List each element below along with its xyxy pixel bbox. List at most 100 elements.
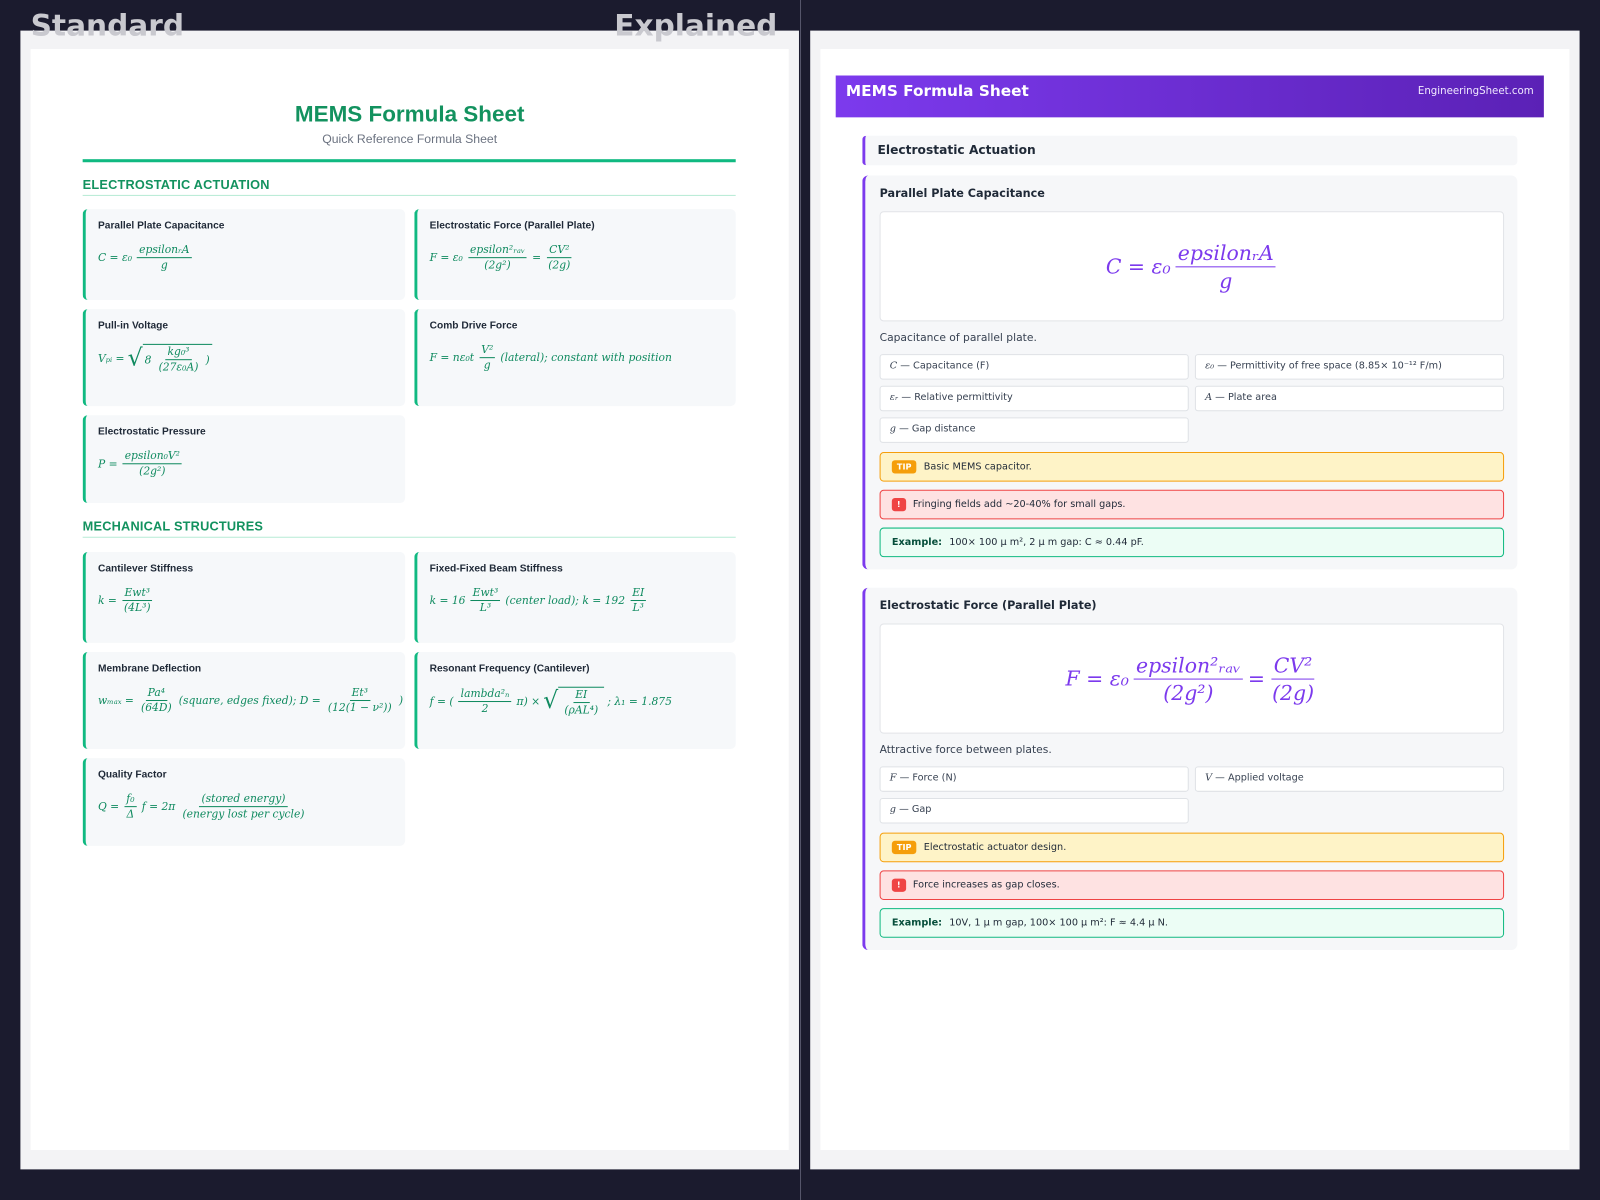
description: Capacitance of parallel plate. (879, 331, 1037, 344)
variable-text: — Permittivity of free space (8.85× 10⁻¹… (1217, 360, 1442, 372)
warning: ! Force increases as gap closes. (879, 870, 1505, 900)
numerator: epsilon²ᵣₐᵥ (1133, 653, 1243, 680)
fraction: Ewt³ (4L³) (122, 587, 153, 614)
sheet-subtitle: Quick Reference Formula Sheet (322, 131, 498, 146)
math-text: (center load); k = 192 (505, 594, 626, 607)
math-text: = (532, 251, 542, 264)
denominator: (64D) (141, 702, 172, 715)
denominator: (12(1 − ν²)) (327, 702, 392, 715)
warning-text: Force increases as gap closes. (912, 879, 1060, 891)
variable-symbol: V (1205, 772, 1213, 784)
denominator: (2g²) (139, 465, 166, 478)
numerator: EI (573, 689, 590, 704)
fraction: EI(ρAL⁴) (562, 689, 600, 717)
fraction: Et³ (12(1 − ν²)) (326, 687, 394, 715)
formula-card: Resonant Frequency (Cantilever) f = ( lamb… (414, 652, 736, 749)
section-heading: MECHANICAL STRUCTURES (82, 519, 736, 538)
math-text: 8 (144, 353, 152, 366)
card-title: Membrane Deflection (97, 663, 202, 675)
variable-symbol: F (889, 772, 897, 784)
math-text: F = nε₀t (429, 351, 475, 364)
math-text: ; λ₁ = 1.875 (607, 695, 672, 708)
card-title: Pull-in Voltage (97, 320, 169, 332)
numerator: V² (479, 344, 496, 359)
math-text: ) (205, 353, 210, 366)
fraction: V² g (479, 344, 496, 372)
denominator: (2g) (548, 259, 571, 272)
panel-label: Standard (30, 8, 185, 43)
card-title: Quality Factor (97, 769, 167, 781)
card-title: Cantilever Stiffness (97, 563, 194, 575)
header-title: MEMS Formula Sheet (845, 81, 1029, 100)
section-heading: Electrostatic Actuation (862, 135, 1518, 166)
numerator: f₀ (124, 793, 137, 808)
variable-symbol: g (889, 423, 897, 435)
warning-badge: ! (891, 497, 906, 512)
card-title: Resonant Frequency (Cantilever) (429, 663, 590, 675)
fraction: Ewt³ L³ (470, 587, 501, 615)
variable-text: — Gap distance (899, 423, 976, 435)
math-text: k = (97, 594, 117, 607)
math-text: P = (97, 457, 118, 470)
numerator: Pa⁴ (145, 687, 168, 702)
formula: P = epsilon₀V² (2g²) (98, 450, 184, 478)
tip-badge: TIP (891, 460, 917, 474)
tip: TIP Basic MEMS capacitor. (879, 452, 1505, 482)
variable: g — Gap (879, 797, 1189, 824)
formula-box: F = ε₀ epsilon²ᵣₐᵥ (2g²) = CV² (2g) (879, 623, 1505, 734)
formula: F = nε₀t V² g (lateral); constant with posi… (430, 344, 672, 372)
denominator: Δ (126, 808, 135, 821)
fraction: CV² (2g) (546, 244, 572, 272)
variable-symbol: ε₀ (1205, 360, 1215, 372)
denominator: 2 (481, 703, 489, 716)
formula: C = ε₀ epsilonᵣA g (98, 244, 194, 272)
denominator: g (483, 359, 491, 372)
numerator: kg₀³ (165, 346, 192, 361)
divider (799, 0, 802, 1200)
tip-text: Electrostatic actuator design. (923, 841, 1067, 854)
formula: Vₚᵢ = 8 kg₀³(27ε₀A)) (97, 343, 212, 373)
fraction: epsilon²ᵣₐᵥ (2g²) (1133, 653, 1243, 705)
math-text: Vₚᵢ = (97, 352, 125, 365)
variable-text: — Plate area (1215, 391, 1277, 404)
description: Attractive force between plates. (879, 743, 1052, 757)
card-title: Parallel Plate Capacitance (879, 186, 1045, 200)
denominator: g (160, 259, 168, 272)
example-label: Example: (891, 917, 943, 929)
numerator: lambda²ₙ (458, 688, 512, 703)
variable: g — Gap distance (879, 417, 1189, 443)
formula-card: Electrostatic Force (Parallel Plate) F = … (414, 209, 736, 300)
example-label: Example: (891, 536, 943, 548)
math-text: F = ε₀ (1065, 666, 1129, 691)
fraction: f₀ Δ (124, 793, 137, 821)
fraction: CV² (2g) (1270, 653, 1316, 705)
numerator: epsilonᵣA (1175, 240, 1276, 267)
numerator: (stored energy) (199, 793, 288, 808)
variable-symbol: εᵣ (889, 391, 899, 404)
denominator: (2g) (1272, 680, 1315, 705)
card-title: Electrostatic Force (Parallel Plate) (429, 220, 595, 232)
card-title: Electrostatic Pressure (97, 426, 206, 438)
denominator: g (1219, 267, 1233, 293)
formula-card: Parallel Plate Capacitance C = ε₀ epsilonᵣ… (82, 209, 406, 300)
variable: F — Force (N) (879, 766, 1189, 792)
math-text: (square, edges fixed); D = (178, 694, 321, 707)
math-text: f = ( (429, 695, 454, 708)
variable-text: — Force (N) (899, 772, 957, 784)
denominator: L³ (479, 602, 492, 615)
explained-card: Electrostatic Force (Parallel Plate) F = … (862, 587, 1518, 950)
formula: k = Ewt³ (4L³) (97, 587, 155, 614)
variable-text: — Gap (899, 804, 932, 816)
formula: C = ε₀ epsilonᵣA g (1106, 240, 1278, 292)
math-text: (lateral); constant with position (500, 351, 672, 364)
formula-card: Cantilever Stiffness k = Ewt³ (4L³) (82, 552, 406, 643)
numerator: epsilonᵣA (137, 244, 192, 259)
formula-card: Membrane Deflection wₘₐₓ = Pa⁴ (64D) (square… (82, 652, 406, 749)
example-text: 10V, 1 μ m gap, 100× 100 μ m²: F ≈ 4.4 μ… (949, 917, 1168, 929)
square-root: EI(ρAL⁴) (543, 686, 605, 717)
variable: εᵣ — Relative permittivity (879, 385, 1189, 412)
variables: F — Force (N) V — Applied voltage g — Gap (879, 766, 1505, 824)
numerator: EI (630, 587, 647, 602)
